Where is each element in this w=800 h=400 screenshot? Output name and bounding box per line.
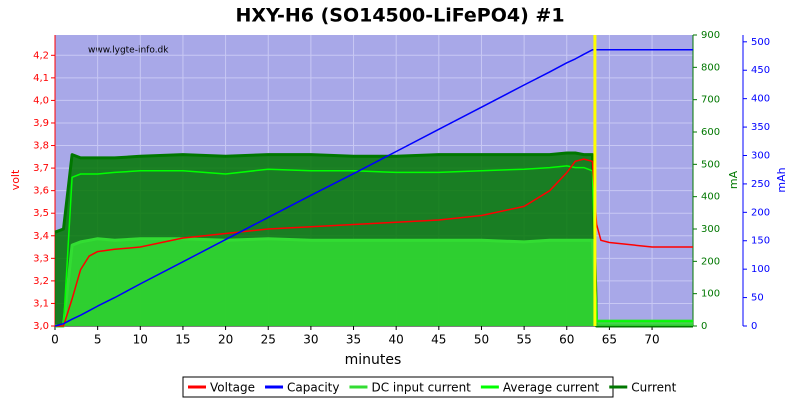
legend-label: DC input current xyxy=(371,381,471,395)
y2-tick-label: 200 xyxy=(701,256,720,267)
x-tick-label: 0 xyxy=(51,333,59,347)
y2-tick-label: 600 xyxy=(701,127,720,138)
legend-label: Capacity xyxy=(287,381,339,395)
y2-tick-label: 900 xyxy=(701,30,720,41)
area-fill xyxy=(55,238,693,326)
x-tick-label: 60 xyxy=(559,333,574,347)
y3-tick-label: 0 xyxy=(751,321,757,332)
x-tick-label: 50 xyxy=(474,333,489,347)
y2-tick-label: 700 xyxy=(701,95,720,106)
annotation: www.lygte-info.dk xyxy=(88,46,169,56)
y2-tick-label: 0 xyxy=(701,321,707,332)
y3-tick-label: 300 xyxy=(751,150,770,161)
x-tick-label: 45 xyxy=(431,333,446,347)
y-tick-label: 4,0 xyxy=(33,95,49,106)
y3-tick-label: 50 xyxy=(751,293,764,304)
x-tick-label: 65 xyxy=(602,333,617,347)
y-tick-label: 3,6 xyxy=(33,186,49,197)
y2-tick-label: 100 xyxy=(701,289,720,300)
x-tick-label: 35 xyxy=(346,333,361,347)
y2-axis-label: mA xyxy=(727,170,740,189)
y2-tick-label: 400 xyxy=(701,192,720,203)
y-tick-label: 4,1 xyxy=(33,73,49,84)
y3-tick-label: 150 xyxy=(751,236,770,247)
y3-tick-label: 200 xyxy=(751,207,770,218)
y3-axis-label: mAh xyxy=(775,167,788,192)
y-tick-label: 3,8 xyxy=(33,141,49,152)
legend-label: Current xyxy=(631,381,676,395)
x-tick-label: 40 xyxy=(389,333,404,347)
y3-tick-label: 500 xyxy=(751,37,770,48)
y-tick-label: 4,2 xyxy=(33,50,49,61)
x-axis-label: minutes xyxy=(345,352,402,368)
y3-tick-label: 250 xyxy=(751,179,770,190)
x-tick-label: 20 xyxy=(218,333,233,347)
y3-tick-label: 400 xyxy=(751,94,770,105)
y-tick-label: 3,3 xyxy=(33,253,49,264)
legend-label: Voltage xyxy=(210,381,255,395)
y-tick-label: 3,1 xyxy=(33,298,49,309)
chart-title: HXY-H6 (SO14500-LiFePO4) #1 xyxy=(235,5,564,27)
x-tick-label: 5 xyxy=(94,333,102,347)
y-axis-label: volt xyxy=(9,169,22,190)
y-tick-label: 3,0 xyxy=(33,321,49,332)
y-tick-label: 3,4 xyxy=(33,231,49,242)
legend-label: Average current xyxy=(503,381,600,395)
x-tick-label: 15 xyxy=(175,333,190,347)
x-tick-label: 55 xyxy=(516,333,531,347)
x-tick-label: 30 xyxy=(303,333,318,347)
y2-tick-label: 300 xyxy=(701,224,720,235)
y-tick-label: 3,9 xyxy=(33,118,49,129)
y2-tick-label: 500 xyxy=(701,159,720,170)
y-tick-label: 3,2 xyxy=(33,276,49,287)
y-tick-label: 3,7 xyxy=(33,163,49,174)
y3-tick-label: 350 xyxy=(751,122,770,133)
x-tick-label: 70 xyxy=(644,333,659,347)
x-tick-label: 10 xyxy=(133,333,148,347)
y2-tick-label: 800 xyxy=(701,62,720,73)
y3-tick-label: 100 xyxy=(751,264,770,275)
y3-tick-label: 450 xyxy=(751,65,770,76)
y-tick-label: 3,5 xyxy=(33,208,49,219)
x-tick-label: 25 xyxy=(261,333,276,347)
